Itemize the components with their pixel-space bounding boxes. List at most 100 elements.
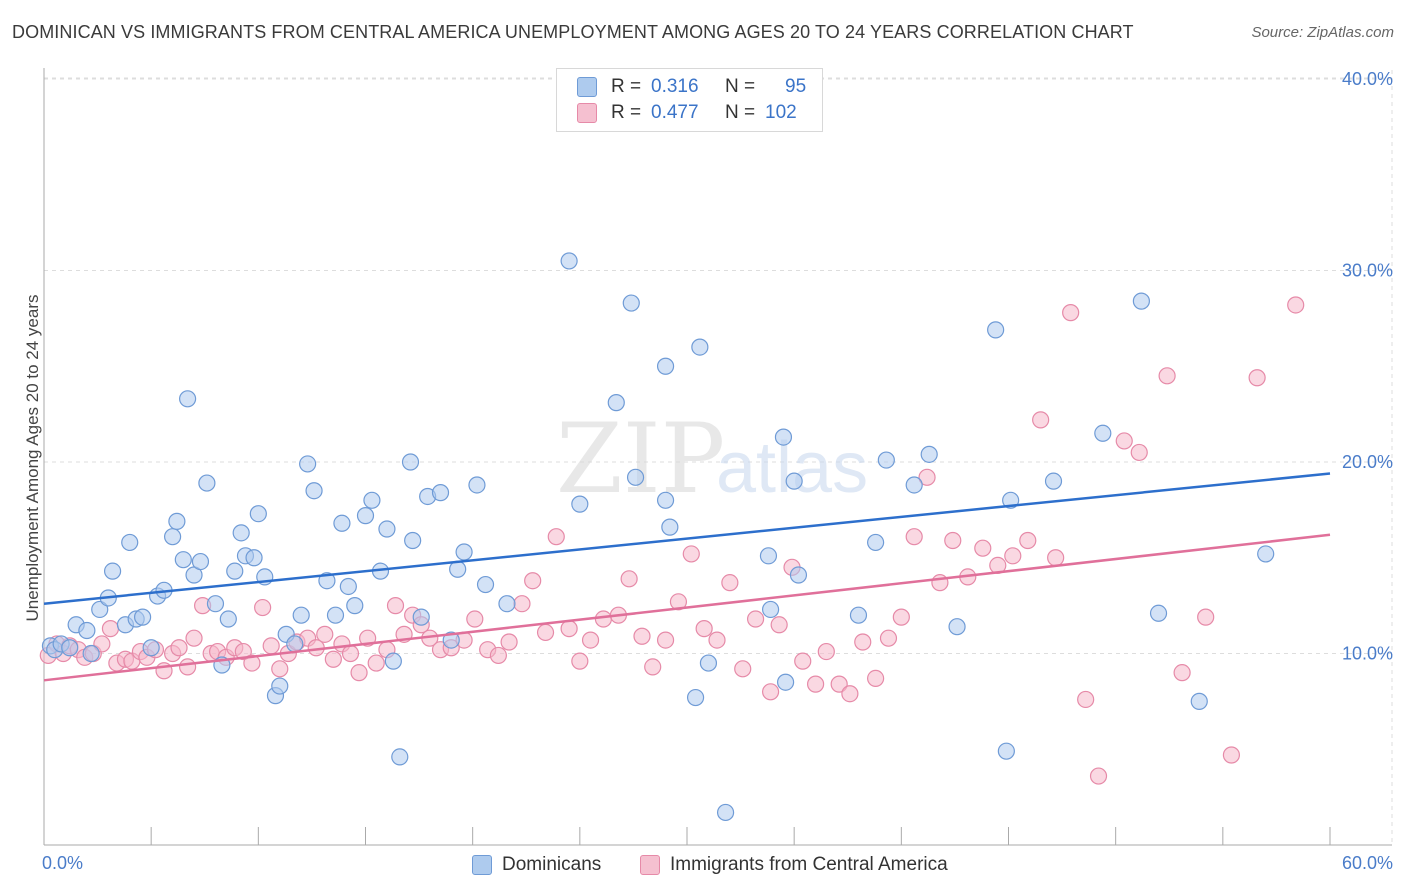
point-central-america	[560, 620, 578, 638]
point-dominicans	[391, 748, 409, 766]
point-central-america	[101, 620, 120, 638]
point-central-america	[536, 623, 555, 642]
point-central-america	[271, 660, 289, 678]
legend-n-value: 95	[785, 76, 807, 97]
point-dominicans	[997, 742, 1015, 760]
axes-layer	[43, 68, 1392, 846]
point-central-america	[170, 639, 188, 657]
point-dominicans	[198, 474, 216, 492]
chart-title: DOMINICAN VS IMMIGRANTS FROM CENTRAL AME…	[12, 22, 1134, 42]
point-central-america	[1032, 411, 1050, 429]
legend-r-label: R =	[611, 102, 642, 123]
point-dominicans	[412, 608, 430, 626]
point-central-america	[708, 631, 726, 649]
point-dominicans	[363, 491, 381, 509]
point-dominicans	[384, 652, 402, 670]
point-central-america	[1077, 690, 1095, 709]
bottom-legend-swatch-pink	[640, 855, 660, 875]
point-dominicans	[1149, 604, 1168, 622]
watermark-zip: ZIP	[556, 403, 725, 515]
y-tick-label: 20.0%	[1342, 452, 1393, 472]
point-central-america	[806, 675, 825, 693]
point-dominicans	[333, 514, 351, 532]
legend-row-central-america: R = 0.477 N = 102	[577, 100, 797, 126]
point-dominicans	[339, 577, 357, 596]
trend-line-central-america	[43, 533, 1331, 682]
legend-n-label: N =	[725, 102, 756, 123]
point-dominicans	[103, 562, 122, 580]
point-dominicans	[661, 518, 679, 536]
point-dominicans	[91, 600, 109, 619]
points-layer	[39, 252, 1305, 822]
point-central-america	[547, 528, 565, 546]
point-dominicans	[431, 484, 450, 502]
point-dominicans	[626, 468, 645, 486]
legend-n-value: 102	[765, 102, 797, 123]
point-central-america	[1062, 304, 1080, 322]
point-dominicans	[142, 639, 160, 657]
legend-swatch-blue	[577, 77, 597, 97]
point-dominicans	[607, 394, 625, 412]
point-dominicans	[455, 543, 473, 561]
point-dominicans	[686, 688, 705, 707]
point-central-america	[1197, 608, 1215, 626]
point-central-america	[770, 616, 788, 634]
point-dominicans	[571, 495, 589, 513]
point-dominicans	[776, 673, 795, 691]
point-central-america	[1158, 367, 1176, 385]
point-central-america	[761, 683, 780, 701]
point-dominicans	[849, 606, 868, 624]
point-dominicans	[656, 357, 675, 375]
point-central-america	[974, 539, 992, 557]
point-central-america	[594, 610, 613, 628]
point-central-america	[1248, 369, 1266, 387]
bottom-legend-central-america: Immigrants from Central America	[640, 852, 948, 878]
x-tick-label: 60.0%	[1342, 853, 1393, 873]
point-dominicans	[442, 631, 460, 649]
point-central-america	[500, 633, 518, 651]
point-dominicans	[346, 597, 364, 615]
point-dominicans	[404, 531, 422, 550]
point-dominicans	[292, 606, 310, 624]
bottom-legend-label-dominicans: Dominicans	[502, 854, 602, 875]
point-dominicans	[232, 524, 250, 542]
point-central-america	[316, 625, 334, 643]
point-central-america	[817, 642, 835, 661]
point-central-america	[721, 574, 739, 592]
point-dominicans	[877, 451, 895, 469]
point-dominicans	[78, 621, 96, 640]
point-dominicans	[305, 482, 323, 500]
point-central-america	[644, 658, 662, 676]
point-dominicans	[245, 549, 263, 567]
point-dominicans	[318, 572, 336, 590]
bottom-legend-dominicans: Dominicans	[472, 852, 601, 878]
point-central-america	[243, 654, 261, 672]
point-central-america	[513, 595, 531, 613]
point-central-america	[93, 635, 111, 653]
correlation-legend: R = 0.316 N = 95 R = 0.477 N = 102	[556, 68, 823, 132]
point-dominicans	[1094, 424, 1112, 442]
point-central-america	[633, 627, 651, 645]
watermark-atlas: atlas	[716, 428, 868, 508]
point-dominicans	[206, 595, 225, 613]
point-central-america	[489, 646, 507, 665]
bottom-legend-swatch-blue	[472, 855, 492, 875]
point-central-america	[1047, 549, 1065, 567]
point-dominicans	[1044, 472, 1063, 490]
point-central-america	[341, 644, 360, 663]
point-dominicans	[476, 575, 495, 594]
point-dominicans	[622, 294, 640, 312]
point-dominicans	[468, 476, 486, 494]
point-central-america	[234, 642, 252, 661]
point-dominicans	[326, 606, 345, 624]
point-central-america	[695, 620, 713, 638]
point-central-america	[350, 664, 368, 682]
point-central-america	[254, 598, 272, 617]
point-dominicans	[249, 505, 267, 523]
point-central-america	[571, 652, 589, 670]
x-tick-label: 0.0%	[42, 853, 83, 873]
point-central-america	[1287, 296, 1305, 314]
legend-n-label: N =	[725, 76, 756, 97]
point-central-america	[262, 637, 280, 655]
